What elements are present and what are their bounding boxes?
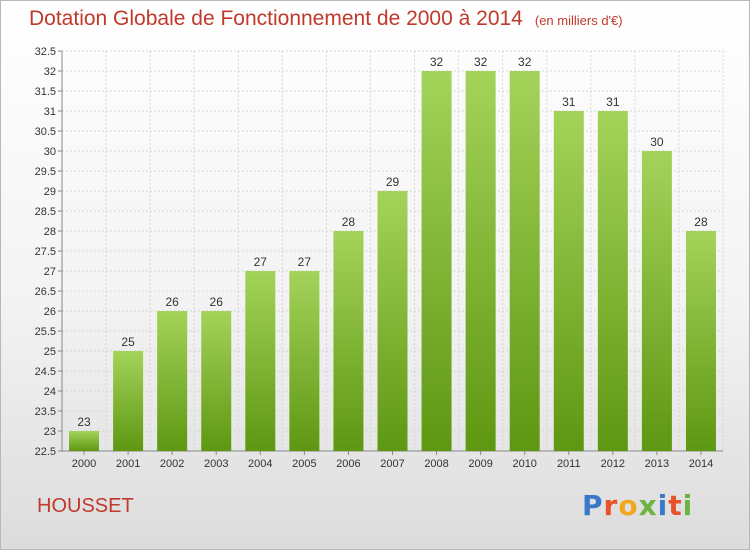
y-tick-label: 28.5 bbox=[35, 206, 56, 218]
y-tick-label: 24.5 bbox=[35, 366, 56, 378]
bar-2002 bbox=[157, 311, 188, 451]
logo-letter: x bbox=[638, 489, 658, 522]
value-label-2004: 27 bbox=[254, 255, 268, 269]
y-tick-label: 32 bbox=[44, 66, 56, 78]
x-tick-label-2009: 2009 bbox=[468, 458, 492, 470]
y-tick-label: 29.5 bbox=[35, 166, 56, 178]
y-tick-label: 28 bbox=[44, 226, 56, 238]
y-tick-label: 25 bbox=[44, 346, 56, 358]
chart-unit-label: (en milliers d'€) bbox=[534, 13, 623, 28]
bars bbox=[69, 71, 716, 451]
value-label-2010: 32 bbox=[518, 55, 532, 69]
x-tick-label-2005: 2005 bbox=[292, 458, 316, 470]
bar-2011 bbox=[553, 111, 584, 451]
x-tick-label-2007: 2007 bbox=[380, 458, 404, 470]
logo-letter: i bbox=[682, 489, 694, 522]
logo-letter: P bbox=[582, 489, 604, 522]
bar-2013 bbox=[641, 151, 672, 451]
value-label-2000: 23 bbox=[77, 415, 91, 429]
x-tick-label-2001: 2001 bbox=[116, 458, 140, 470]
value-label-2014: 28 bbox=[694, 215, 708, 229]
y-tick-label: 27 bbox=[44, 266, 56, 278]
value-label-2013: 30 bbox=[650, 135, 664, 149]
y-tick-label: 30.5 bbox=[35, 126, 56, 138]
y-tick-label: 32.5 bbox=[35, 46, 56, 58]
y-tick-label: 23 bbox=[44, 426, 56, 438]
chart-title-text: Dotation Globale de Fonctionnement de 20… bbox=[29, 7, 523, 30]
x-tick-label-2014: 2014 bbox=[689, 458, 713, 470]
logo-letter: r bbox=[603, 489, 619, 522]
bar-2014 bbox=[685, 231, 716, 451]
y-tick-label: 26.5 bbox=[35, 286, 56, 298]
bar-2000 bbox=[69, 431, 100, 451]
logo-letter: t bbox=[668, 489, 683, 522]
bar-2012 bbox=[597, 111, 628, 451]
value-label-2002: 26 bbox=[165, 295, 179, 309]
commune-name: HOUSSET bbox=[37, 495, 134, 517]
x-tick-label-2011: 2011 bbox=[557, 458, 581, 470]
bar-2003 bbox=[201, 311, 232, 451]
value-label-2011: 31 bbox=[562, 95, 576, 109]
bar-2006 bbox=[333, 231, 364, 451]
bar-2005 bbox=[289, 271, 320, 451]
chart-title: Dotation Globale de Fonctionnement de 20… bbox=[29, 7, 623, 31]
y-tick-label: 26 bbox=[44, 306, 56, 318]
logo-letter: o bbox=[618, 489, 639, 522]
y-tick-label: 22.5 bbox=[35, 446, 56, 458]
y-tick-label: 24 bbox=[44, 386, 56, 398]
x-tick-label-2003: 2003 bbox=[204, 458, 228, 470]
labels: 22.5 23 23.5 24 24.5 25 25.5 26 26.5 27 27.5 28 28.5… bbox=[35, 46, 714, 470]
bar-2010 bbox=[509, 71, 540, 451]
y-tick-label: 25.5 bbox=[35, 326, 56, 338]
x-tick-label-2002: 2002 bbox=[160, 458, 184, 470]
y-tick-label: 27.5 bbox=[35, 246, 56, 258]
y-tick-label: 30 bbox=[44, 146, 56, 158]
y-tick-label: 23.5 bbox=[35, 406, 56, 418]
value-label-2003: 26 bbox=[210, 295, 224, 309]
y-tick-label: 29 bbox=[44, 186, 56, 198]
value-label-2001: 25 bbox=[121, 335, 135, 349]
value-label-2005: 27 bbox=[298, 255, 312, 269]
bar-2004 bbox=[245, 271, 276, 451]
y-tick-label: 31 bbox=[44, 106, 56, 118]
grid-lines bbox=[61, 50, 724, 452]
bar-2009 bbox=[465, 71, 496, 451]
x-tick-label-2013: 2013 bbox=[645, 458, 669, 470]
bar-2007 bbox=[377, 191, 408, 451]
value-label-2007: 29 bbox=[386, 175, 400, 189]
value-label-2008: 32 bbox=[430, 55, 444, 69]
x-tick-label-2008: 2008 bbox=[424, 458, 448, 470]
x-tick-label-2006: 2006 bbox=[336, 458, 360, 470]
y-tick-label: 31.5 bbox=[35, 86, 56, 98]
bar-2008 bbox=[421, 71, 452, 451]
x-tick-label-2012: 2012 bbox=[601, 458, 625, 470]
proxiti-logo: Proxiti bbox=[582, 489, 693, 522]
value-label-2009: 32 bbox=[474, 55, 488, 69]
x-tick-label-2000: 2000 bbox=[72, 458, 96, 470]
value-label-2006: 28 bbox=[342, 215, 356, 229]
value-label-2012: 31 bbox=[606, 95, 620, 109]
x-tick-label-2010: 2010 bbox=[512, 458, 536, 470]
x-tick-label-2004: 2004 bbox=[248, 458, 272, 470]
logo-letter: i bbox=[657, 489, 669, 522]
bar-2001 bbox=[113, 351, 144, 451]
